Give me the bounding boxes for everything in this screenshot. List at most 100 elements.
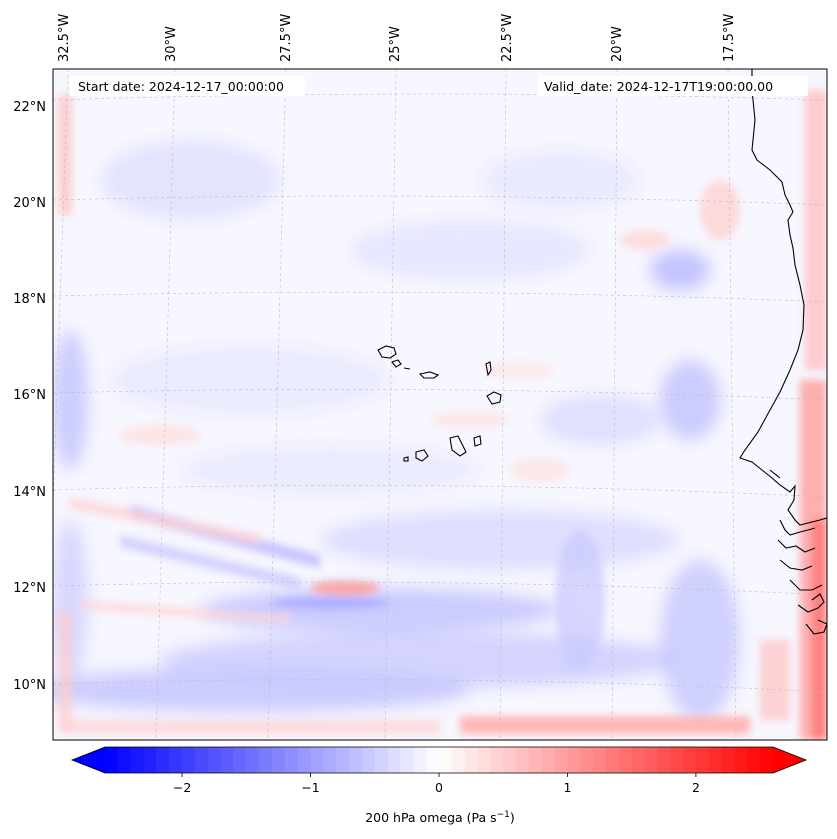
colorbar-segment: [644, 747, 658, 773]
lon-label-22-5w: 22.5°W: [500, 14, 515, 62]
colorbar-segment: [117, 747, 132, 773]
colorbar-segment: [272, 747, 286, 773]
graticule: [53, 69, 827, 740]
colorbar-segment: [734, 747, 748, 773]
colorbar-segment: [593, 747, 607, 773]
colorbar-segment: [246, 747, 260, 773]
colorbar-segment: [451, 747, 466, 773]
island-maio: [473, 435, 482, 447]
colorbar-segment: [541, 747, 556, 773]
island-fogo: [415, 449, 429, 462]
plot-area: Start date: 2024-12-17_00:00:00 Valid_da…: [52, 68, 828, 741]
colorbar-extend-max: [773, 747, 806, 773]
colorbar: −2 −1 0 1 2 200 hPa omega (Pa s−1): [70, 746, 808, 825]
colorbar-segment: [361, 747, 376, 773]
colorbar-segment: [323, 747, 337, 773]
colorbar-tick-label: −1: [301, 780, 319, 795]
colorbar-segment: [336, 747, 350, 773]
lat-label-12n: 12°N: [13, 581, 46, 596]
colorbar-segment: [387, 747, 402, 773]
colorbar-segment: [618, 747, 633, 773]
colorbar-segment: [439, 747, 453, 773]
lon-label-30w: 30°W: [164, 26, 179, 62]
colorbar-tick-label: 2: [692, 780, 700, 795]
island-santiago: [449, 435, 467, 457]
valid-date-label: Valid_date: 2024-12-17T19:00:00.00: [544, 79, 773, 94]
colorbar-segment: [143, 747, 157, 773]
lon-label-20w: 20°W: [610, 26, 625, 62]
colorbar-segment: [657, 747, 671, 773]
colorbar-label: 200 hPa omega (Pa s−1): [365, 810, 515, 825]
colorbar-segment: [169, 747, 183, 773]
colorbar-segment: [105, 747, 119, 773]
colorbar-segment: [156, 747, 170, 773]
lon-label-17-5w: 17.5°W: [722, 14, 737, 62]
lat-label-14n: 14°N: [13, 485, 46, 500]
lon-label-27-5w: 27.5°W: [279, 14, 294, 62]
omega-edges: [58, 90, 827, 740]
colorbar-segment: [708, 747, 723, 773]
island-santo-antao: [377, 345, 397, 359]
colorbar-segment: [516, 747, 530, 773]
island-sao-vicente: [391, 359, 402, 368]
colorbar-tick-label: −2: [173, 780, 191, 795]
colorbar-segment: [490, 747, 504, 773]
start-date-box: [70, 76, 305, 96]
colorbar-segment: [374, 747, 389, 773]
island-sao-nicolau: [418, 371, 440, 379]
island-santa-luzia: [403, 367, 411, 370]
colorbar-segment: [760, 747, 774, 773]
lat-label-20n: 20°N: [13, 196, 46, 211]
colorbar-segment: [567, 747, 581, 773]
colorbar-ticks: −2 −1 0 1 2: [173, 773, 700, 795]
colorbar-segment: [606, 747, 620, 773]
cape-verde-islands: [377, 345, 502, 462]
colorbar-segment: [349, 747, 363, 773]
island-boa-vista: [486, 391, 502, 405]
colorbar-segment: [721, 747, 736, 773]
island-brava: [403, 456, 409, 462]
colorbar-segment: [259, 747, 273, 773]
lat-label-10n: 10°N: [13, 678, 46, 693]
colorbar-segments: [72, 747, 806, 773]
lat-label-16n: 16°N: [13, 388, 46, 403]
colorbar-outline: [70, 746, 808, 774]
lon-label-25w: 25°W: [388, 26, 403, 62]
omega-bands: [70, 180, 740, 670]
colorbar-segment: [670, 747, 684, 773]
colorbar-segment: [554, 747, 569, 773]
lat-label-22n: 22°N: [13, 100, 46, 115]
colorbar-segment: [182, 747, 196, 773]
colorbar-segment: [580, 747, 594, 773]
colorbar-segment: [400, 747, 414, 773]
island-sal: [485, 361, 492, 377]
colorbar-extend-min: [72, 747, 105, 773]
omega-field: [53, 69, 827, 740]
map-frame: [52, 68, 828, 741]
colorbar-segment: [683, 747, 697, 773]
colorbar-segment: [297, 747, 312, 773]
valid-date-box: [538, 76, 808, 96]
colorbar-segment: [194, 747, 209, 773]
colorbar-segment: [464, 747, 479, 773]
lon-label-32-5w: 32.5°W: [57, 14, 72, 62]
coastline: [739, 69, 827, 635]
colorbar-tick-label: 0: [435, 780, 443, 795]
colorbar-segment: [233, 747, 247, 773]
colorbar-segment: [528, 747, 543, 773]
colorbar-segment: [207, 747, 222, 773]
colorbar-segment: [310, 747, 324, 773]
lat-label-18n: 18°N: [13, 292, 46, 307]
colorbar-segment: [477, 747, 491, 773]
colorbar-segment: [413, 747, 427, 773]
colorbar-segment: [130, 747, 145, 773]
colorbar-tick-label: 1: [563, 780, 571, 795]
colorbar-segment: [747, 747, 761, 773]
colorbar-segment: [631, 747, 646, 773]
colorbar-segment: [695, 747, 710, 773]
colorbar-segment: [220, 747, 235, 773]
start-date-label: Start date: 2024-12-17_00:00:00: [78, 79, 284, 94]
colorbar-segment: [426, 747, 440, 773]
longitude-labels: 32.5°W 30°W 27.5°W 25°W 22.5°W 20°W 17.5…: [57, 14, 737, 62]
